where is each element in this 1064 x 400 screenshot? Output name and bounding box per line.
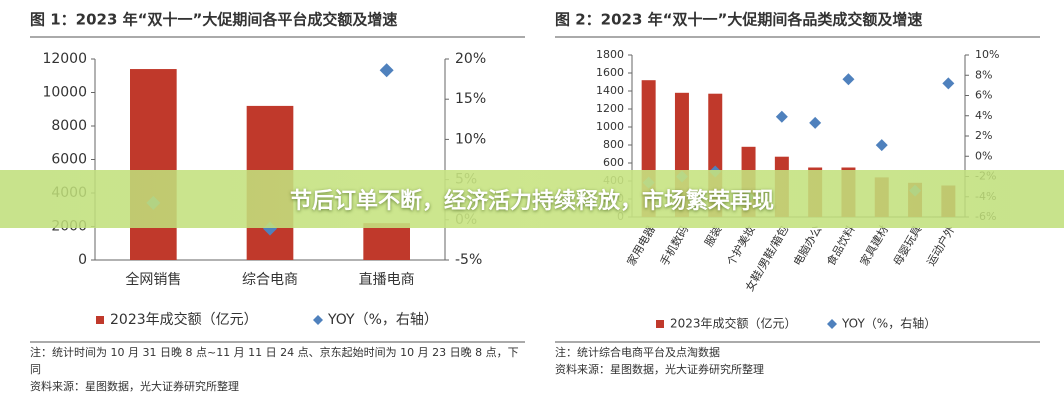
y-tick-label: 1400 bbox=[596, 84, 624, 97]
note-text: 注：统计时间为 10 月 31 日晚 8 点~11 月 11 日 24 点、京东… bbox=[30, 346, 519, 376]
y2-tick-label: 10% bbox=[455, 131, 486, 147]
note: 注：统计时间为 10 月 31 日晚 8 点~11 月 11 日 24 点、京东… bbox=[30, 346, 519, 376]
note-text: 资料来源：星图数据，光大证券研究所整理 bbox=[30, 380, 239, 393]
chart-title: 图 1：2023 年“双十一”大促期间各平台成交额及增速 bbox=[30, 11, 397, 29]
x-tick-label: 运动户外 bbox=[923, 223, 957, 268]
x-tick-label: 手机数码 bbox=[657, 223, 691, 268]
x-tick-label: 家用电器 bbox=[624, 223, 658, 268]
y2-tick-label: -5% bbox=[455, 252, 482, 268]
x-tick-label: 全网销售 bbox=[125, 271, 181, 288]
y2-tick-label: 4% bbox=[975, 109, 992, 122]
note: 资料来源：星图数据，光大证券研究所整理 bbox=[555, 363, 764, 376]
y-tick-label: 0 bbox=[78, 252, 87, 268]
yoy-marker bbox=[842, 73, 855, 86]
yoy-marker bbox=[775, 110, 788, 123]
x-tick-label: 电脑办公 bbox=[791, 224, 824, 269]
legend-marker bbox=[313, 315, 323, 325]
legend-label: YOY（%，右轴） bbox=[841, 316, 936, 331]
y-tick-label: 1600 bbox=[596, 66, 624, 79]
legend-marker bbox=[827, 319, 837, 329]
y2-tick-label: 10% bbox=[975, 48, 999, 61]
y2-tick-label: 2% bbox=[975, 129, 992, 142]
bar bbox=[130, 69, 177, 260]
y-tick-label: 6000 bbox=[51, 152, 87, 168]
x-tick-label: 母婴玩具 bbox=[891, 224, 924, 269]
y2-tick-label: 15% bbox=[455, 91, 486, 107]
note-text: 资料来源：星图数据，光大证券研究所整理 bbox=[555, 363, 764, 376]
bar bbox=[363, 223, 410, 260]
legend-label: 2023年成交额（亿元） bbox=[670, 316, 797, 331]
legend-marker bbox=[96, 316, 104, 324]
y-tick-label: 1000 bbox=[596, 120, 624, 133]
y2-tick-label: 20% bbox=[455, 51, 486, 67]
y2-tick-label: 0% bbox=[975, 149, 992, 162]
yoy-marker bbox=[942, 77, 955, 90]
legend-label: 2023年成交额（亿元） bbox=[110, 311, 258, 328]
y2-tick-label: 6% bbox=[975, 89, 992, 102]
legend-marker bbox=[656, 320, 664, 328]
note: 资料来源：星图数据，光大证券研究所整理 bbox=[30, 380, 239, 393]
x-tick-label: 食品饮料 bbox=[824, 223, 858, 268]
note: 注：统计综合电商平台及点淘数据 bbox=[555, 346, 720, 359]
y-tick-label: 800 bbox=[603, 138, 624, 151]
note-text: 注：统计综合电商平台及点淘数据 bbox=[555, 346, 720, 359]
yoy-marker bbox=[809, 116, 822, 129]
banner: 节后订单不断，经济活力持续释放，市场繁荣再现 bbox=[0, 170, 1064, 228]
legend-label: YOY（%，右轴） bbox=[327, 312, 438, 328]
y-tick-label: 8000 bbox=[51, 118, 87, 134]
yoy-marker bbox=[875, 139, 888, 152]
y-tick-label: 1800 bbox=[596, 48, 624, 61]
x-tick-label: 个护美妆 bbox=[724, 223, 758, 268]
chart-title: 图 2：2023 年“双十一”大促期间各品类成交额及增速 bbox=[555, 11, 922, 29]
yoy-marker bbox=[379, 63, 394, 78]
y-tick-label: 12000 bbox=[42, 51, 87, 67]
y-tick-label: 1200 bbox=[596, 102, 624, 115]
y-tick-label: 10000 bbox=[42, 85, 87, 101]
y-tick-label: 600 bbox=[603, 156, 624, 169]
x-tick-label: 综合电商 bbox=[242, 272, 298, 288]
x-tick-label: 家具建材 bbox=[857, 223, 891, 268]
x-tick-label: 直播电商 bbox=[359, 271, 415, 288]
y2-tick-label: 8% bbox=[975, 68, 992, 81]
